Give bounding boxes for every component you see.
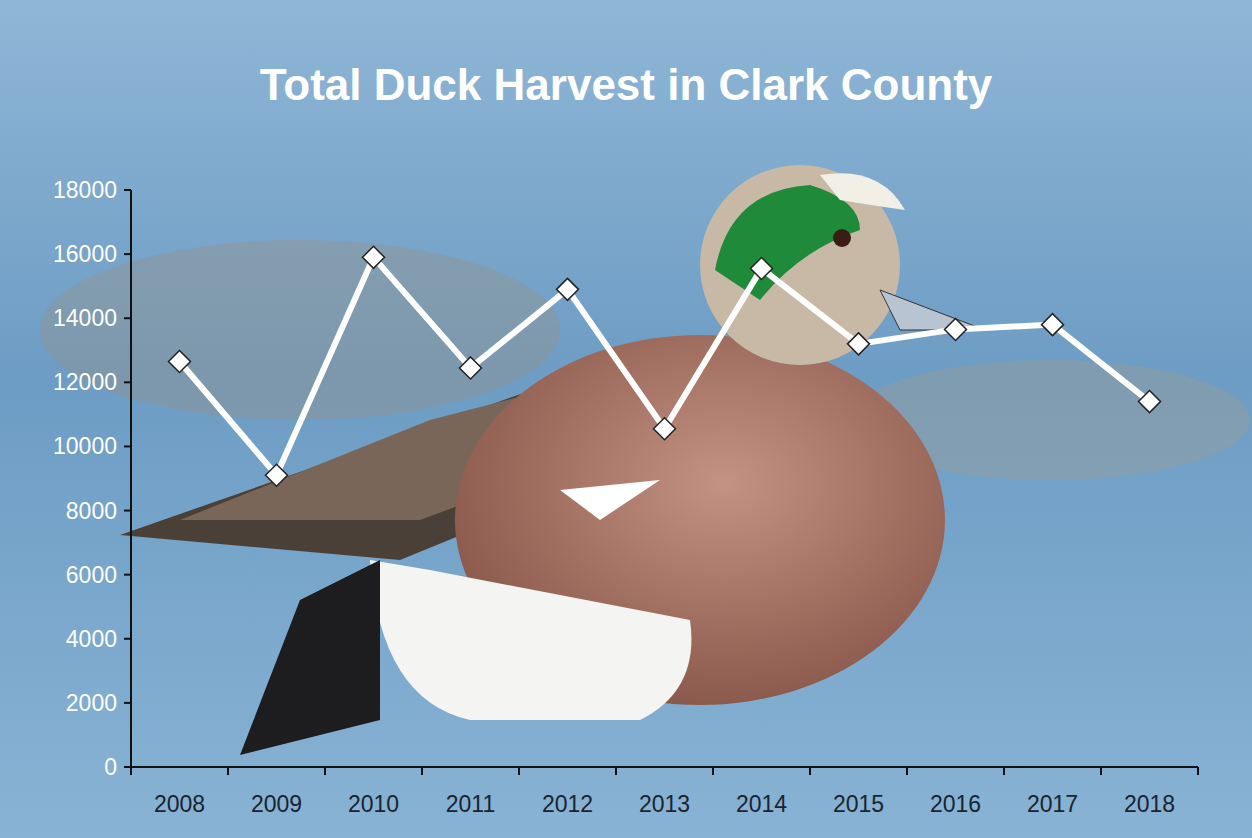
duck-eye	[833, 229, 851, 247]
y-tick-label: 18000	[53, 177, 117, 203]
x-tick	[227, 767, 229, 775]
x-tick	[1003, 767, 1005, 775]
x-tick	[615, 767, 617, 775]
y-tick	[124, 253, 131, 255]
x-tick	[712, 767, 714, 775]
x-tick	[1100, 767, 1102, 775]
x-tick-label: 2009	[251, 791, 302, 817]
x-axis-line	[131, 766, 1198, 768]
data-line	[180, 257, 1150, 475]
x-tick-label: 2016	[930, 791, 981, 817]
chart-root: Total Duck Harvest in Clark County 0 2000 4…	[0, 0, 1252, 838]
y-tick	[124, 574, 131, 576]
x-tick-label: 2017	[1027, 791, 1078, 817]
y-tick	[124, 766, 131, 768]
y-tick	[124, 702, 131, 704]
data-point	[557, 278, 579, 300]
duck-crown	[820, 173, 905, 210]
x-tick-label: 2015	[833, 791, 884, 817]
y-tick-label: 4000	[66, 626, 117, 652]
x-tick	[518, 767, 520, 775]
y-tick-label: 16000	[53, 241, 117, 267]
x-tick-label: 2010	[348, 791, 399, 817]
x-tick	[906, 767, 908, 775]
background-blur	[40, 240, 560, 420]
y-tick-label: 6000	[66, 562, 117, 588]
x-tick	[324, 767, 326, 775]
y-tick-label: 14000	[53, 305, 117, 331]
data-point	[266, 464, 288, 486]
y-tick	[124, 445, 131, 447]
duck-illustration	[120, 165, 985, 755]
series	[169, 246, 1161, 486]
x-tick-label: 2014	[736, 791, 787, 817]
duck-tail	[240, 560, 380, 755]
y-axis-line	[130, 190, 132, 767]
data-point	[363, 246, 385, 268]
data-point	[1139, 391, 1161, 413]
x-tick-label: 2013	[639, 791, 690, 817]
y-tick-label: 2000	[66, 690, 117, 716]
chart-title: Total Duck Harvest in Clark County	[260, 60, 993, 109]
y-tick	[124, 189, 131, 191]
y-tick-label: 10000	[53, 433, 117, 459]
x-tick-label: 2012	[542, 791, 593, 817]
y-tick	[124, 510, 131, 512]
data-point	[751, 258, 773, 280]
y-tick	[124, 638, 131, 640]
duck-stripe	[560, 480, 660, 520]
data-point	[460, 357, 482, 379]
data-point	[945, 318, 967, 340]
data-point	[1042, 314, 1064, 336]
x-tick-label: 2008	[154, 791, 205, 817]
data-point	[654, 418, 676, 440]
axes: 0 2000 4000 6000 8000 10000 12000 14000 16000 180…	[53, 177, 1198, 817]
duck-belly	[370, 560, 691, 720]
duck-patch	[715, 185, 860, 300]
duck-bill	[880, 290, 985, 330]
data-point	[169, 350, 191, 372]
chart-svg: Total Duck Harvest in Clark County 0 2000 4…	[0, 0, 1252, 838]
x-tick	[1197, 767, 1199, 775]
y-tick-label: 0	[104, 754, 117, 780]
data-point	[848, 333, 870, 355]
y-tick	[124, 317, 131, 319]
y-tick-label: 12000	[53, 369, 117, 395]
x-tick	[130, 767, 132, 775]
x-tick-label: 2018	[1124, 791, 1175, 817]
x-tick	[421, 767, 423, 775]
y-tick-label: 8000	[66, 498, 117, 524]
y-tick	[124, 381, 131, 383]
background	[0, 0, 1252, 838]
x-tick-label: 2011	[446, 791, 495, 817]
x-tick	[809, 767, 811, 775]
